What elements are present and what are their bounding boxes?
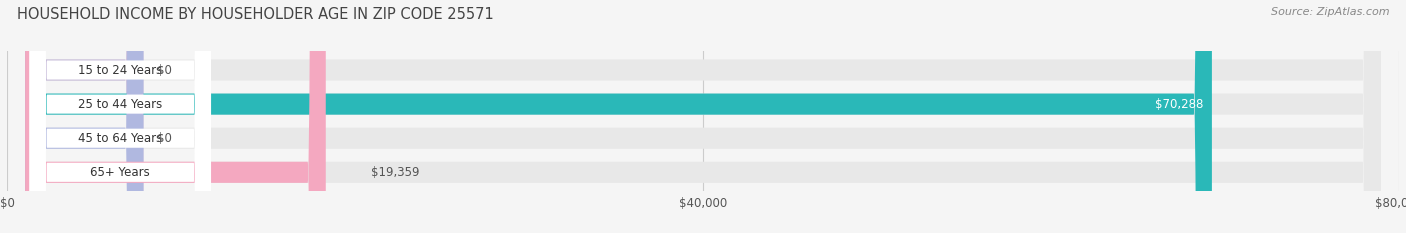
Text: 25 to 44 Years: 25 to 44 Years <box>79 98 163 111</box>
Text: 15 to 24 Years: 15 to 24 Years <box>79 64 163 76</box>
Text: $0: $0 <box>157 132 172 145</box>
FancyBboxPatch shape <box>25 0 1381 233</box>
Text: 65+ Years: 65+ Years <box>90 166 150 179</box>
FancyBboxPatch shape <box>30 0 211 233</box>
Text: HOUSEHOLD INCOME BY HOUSEHOLDER AGE IN ZIP CODE 25571: HOUSEHOLD INCOME BY HOUSEHOLDER AGE IN Z… <box>17 7 494 22</box>
FancyBboxPatch shape <box>30 0 211 233</box>
FancyBboxPatch shape <box>25 0 326 233</box>
Text: 45 to 64 Years: 45 to 64 Years <box>79 132 163 145</box>
Text: Source: ZipAtlas.com: Source: ZipAtlas.com <box>1271 7 1389 17</box>
FancyBboxPatch shape <box>25 0 1381 233</box>
Text: $19,359: $19,359 <box>371 166 419 179</box>
FancyBboxPatch shape <box>25 0 1381 233</box>
Text: $0: $0 <box>157 64 172 76</box>
FancyBboxPatch shape <box>25 0 1381 233</box>
Text: $70,288: $70,288 <box>1154 98 1204 111</box>
FancyBboxPatch shape <box>30 0 211 233</box>
FancyBboxPatch shape <box>25 0 143 233</box>
FancyBboxPatch shape <box>30 0 211 233</box>
FancyBboxPatch shape <box>25 0 143 233</box>
FancyBboxPatch shape <box>25 0 1212 233</box>
